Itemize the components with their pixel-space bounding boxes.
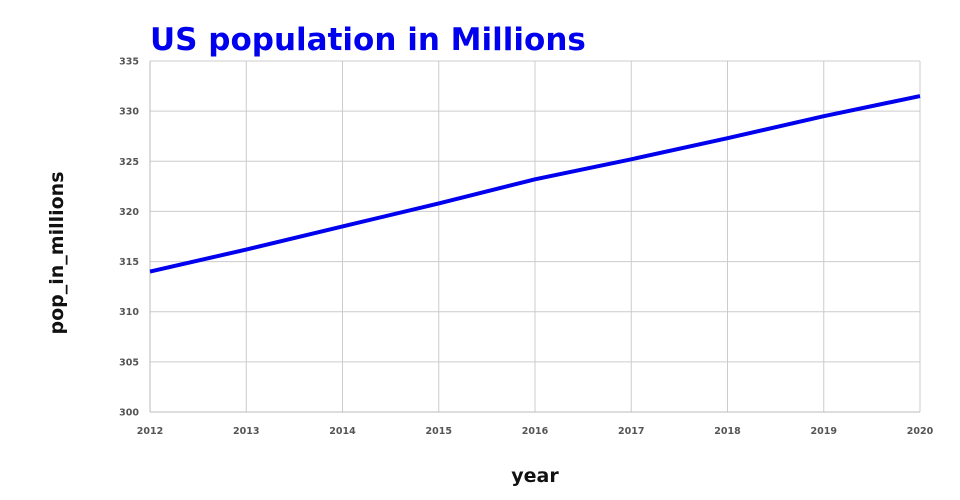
x-tick-label: 2015 [426, 426, 452, 437]
axis-layer [149, 61, 920, 413]
tick-labels: 300 305 310 315 320 325 330 335 2012 2013 2014 2015… [119, 57, 933, 438]
y-axis-title: pop_in_millions [46, 171, 68, 334]
y-tick-label: 320 [119, 207, 139, 218]
x-tick-label: 2016 [522, 426, 549, 437]
chart-title: US population in Millions [150, 22, 586, 58]
y-tick-label: 315 [119, 257, 139, 268]
grid-layer [150, 60, 921, 412]
x-tick-label: 2020 [907, 426, 934, 437]
y-tick-label: 335 [119, 57, 139, 68]
x-tick-label: 2013 [233, 426, 259, 437]
x-tick-label: 2014 [329, 426, 356, 437]
x-tick-label: 2017 [618, 426, 644, 437]
y-tick-label: 325 [119, 157, 139, 168]
x-tick-label: 2018 [714, 426, 741, 437]
x-tick-label: 2019 [811, 426, 837, 437]
y-tick-label: 305 [119, 357, 139, 368]
x-tick-label: 2012 [137, 426, 163, 437]
series-layer [149, 94, 921, 274]
y-tick-label: 300 [119, 408, 139, 419]
y-tick-label: 310 [119, 307, 139, 318]
y-tick-label: 330 [119, 107, 139, 118]
x-axis-title: year [511, 465, 559, 487]
